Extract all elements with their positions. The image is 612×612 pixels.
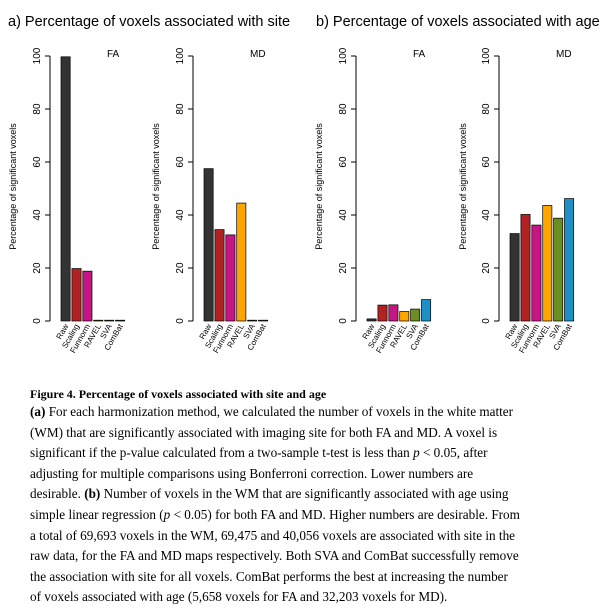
y-tick-label: 80 [338,103,349,115]
y-tick-label: 80 [175,103,186,115]
bar-sva [104,319,115,322]
y-tick-label: 80 [481,103,492,115]
y-tick-label: 40 [481,209,492,221]
caption-segment: (b) [84,486,101,502]
y-tick-label: 100 [481,47,492,64]
caption-segment: of voxels associated with age (5,658 vox… [30,589,448,605]
caption-line: a total of 69,693 voxels in the WM, 69,4… [30,526,605,547]
panel-b-title: b) Percentage of voxels associated with … [316,14,600,30]
bar-raw [366,318,377,322]
bar-ravel [236,202,247,322]
y-tick-label: 100 [32,47,43,64]
y-axis-label: Percentage of significant voxels [314,123,324,250]
caption-segment: significant if the p-value calculated fr… [30,445,414,461]
caption-line: (WM) that are significantly associated w… [30,423,605,444]
caption-segment: (a) [30,404,46,419]
y-tick-label: 40 [175,209,186,221]
bar-funnorm [82,270,93,322]
caption-segment: the association with site for all voxels… [30,568,508,584]
y-tick-label: 0 [338,318,349,324]
bar-sva [247,319,258,322]
bar-sva [410,308,421,322]
caption-line: of voxels associated with age (5,658 vox… [30,587,605,608]
bar-ravel [399,311,410,322]
caption-line: simple linear regression (p < 0.05) for … [30,505,605,526]
bar-funnorm [225,234,236,322]
caption-title: Figure 4. Percentage of voxels associate… [30,387,327,401]
caption-line: raw data, for the FA and MD maps respect… [30,546,605,567]
caption-segment: Number of voxels in the WM that are sign… [100,486,509,502]
caption-line: significant if the p-value calculated fr… [30,443,605,464]
y-tick-label: 0 [175,318,186,324]
caption-segment: < 0.05) for both FA and MD. Higher numbe… [170,506,520,522]
caption-line: desirable. (b) Number of voxels in the W… [30,484,605,505]
bar-combat [421,299,432,322]
y-tick-label: 100 [175,47,186,64]
caption-segment: a total of 69,693 voxels in the WM, 69,4… [30,527,516,543]
subplot-title: FA [107,49,120,60]
caption-segment: adjusting for multiple comparisons using… [30,465,474,481]
bar-funnorm [531,224,542,322]
caption-segment: < 0.05, after [419,445,488,461]
bar-raw [203,168,214,322]
y-axis-label: Percentage of significant voxels [458,123,468,250]
y-tick-label: 0 [32,318,43,324]
y-axis-label: Percentage of significant voxels [151,123,161,250]
bar-ravel [542,205,553,322]
figure-caption: Figure 4. Percentage of voxels associate… [30,387,605,608]
y-axis-label: Percentage of significant voxels [8,123,18,250]
y-tick-label: 20 [338,262,349,274]
figure-charts: a) Percentage of voxels associated with … [8,14,600,355]
bar-scaling [520,214,531,322]
y-tick-label: 60 [32,156,43,168]
bar-combat [258,319,269,322]
bar-raw [60,56,71,322]
subplot-title: FA [413,49,426,60]
bar-ravel [93,319,104,322]
bar-funnorm [388,304,399,322]
caption-segment: (WM) that are significantly associated w… [30,424,498,440]
y-tick-label: 80 [32,103,43,115]
y-tick-label: 20 [32,262,43,274]
bar-combat [115,319,126,322]
bar-raw [509,233,520,322]
caption-segment: desirable. [30,486,85,502]
caption-body: (a) For each harmonization method, we ca… [30,402,605,608]
subplot-title: MD [250,49,266,60]
y-tick-label: 0 [481,318,492,324]
y-tick-label: 40 [32,209,43,221]
chart-b-md: 0 20 40 60 80 100 Percentage of significant vo… [458,47,574,355]
caption-segment: simple linear regression ( [30,506,164,522]
bar-combat [564,198,575,322]
y-tick-label: 100 [338,47,349,64]
chart-a-md: 0 20 40 60 80 100 Percentage of significant vo… [151,47,268,355]
subplot-title: MD [556,49,572,60]
caption-segment: p [413,445,420,461]
chart-a-fa: 0 20 40 60 80 100 Percentage of significant vo… [8,47,125,355]
bar-sva [553,217,564,322]
panel-a-title: a) Percentage of voxels associated with … [8,14,290,30]
y-tick-label: 20 [175,262,186,274]
bar-scaling [214,229,225,322]
chart-panels: 0 20 40 60 80 100 Percentage of significant vo… [8,47,574,355]
caption-segment: raw data, for the FA and MD maps respect… [30,548,519,564]
chart-b-fa: 0 20 40 60 80 100 Percentage of significant vo… [314,47,431,355]
y-tick-label: 20 [481,262,492,274]
caption-segment: For each harmonization method, we calcul… [45,404,514,419]
bar-scaling [71,268,82,322]
caption-line: the association with site for all voxels… [30,567,605,588]
y-tick-label: 60 [481,156,492,168]
caption-segment: p [163,506,171,522]
y-tick-label: 40 [338,209,349,221]
caption-line: adjusting for multiple comparisons using… [30,464,605,485]
y-tick-label: 60 [338,156,349,168]
bar-scaling [377,304,388,322]
y-tick-label: 60 [175,156,186,168]
caption-line: (a) For each harmonization method, we ca… [30,402,605,423]
